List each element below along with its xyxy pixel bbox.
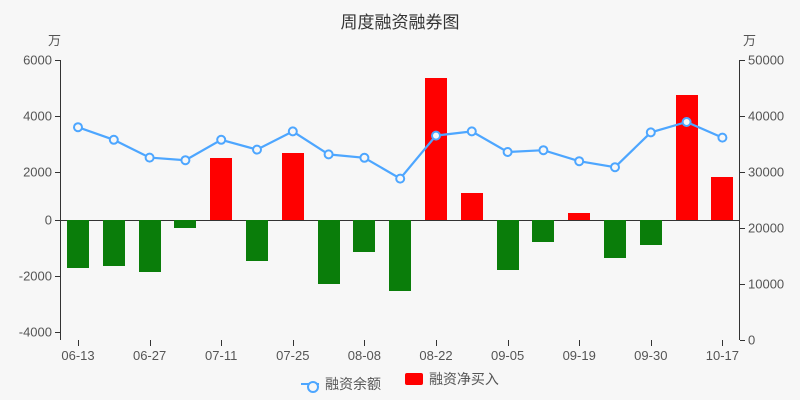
- left-y-tick: 4000: [2, 109, 52, 124]
- right-y-tick: 0: [748, 333, 800, 348]
- line-point-18[interactable]: [718, 134, 726, 142]
- left-axis-unit: 万: [48, 30, 61, 49]
- financing-balance-line[interactable]: [78, 122, 722, 179]
- line-point-12[interactable]: [504, 148, 512, 156]
- right-y-tick: 50000: [748, 53, 800, 68]
- line-point-9[interactable]: [396, 175, 404, 183]
- line-point-15[interactable]: [611, 163, 619, 171]
- line-point-10[interactable]: [432, 132, 440, 140]
- line-point-13[interactable]: [539, 146, 547, 154]
- line-point-7[interactable]: [325, 150, 333, 158]
- x-tick-label-6: 09-05: [491, 348, 524, 363]
- x-tick-label-5: 08-22: [419, 348, 452, 363]
- line-point-14[interactable]: [575, 157, 583, 165]
- right-y-tick: 20000: [748, 221, 800, 236]
- right-axis-unit: 万: [743, 30, 756, 49]
- legend-item-net-buy[interactable]: 融资净买入: [405, 369, 499, 389]
- right-y-tick: 30000: [748, 165, 800, 180]
- chart-container: 周度融资融券图 万 万 6000 4000 2000 0 -2000 -4000…: [0, 0, 800, 400]
- line-point-11[interactable]: [468, 127, 476, 135]
- x-tick-label-9: 10-17: [706, 348, 739, 363]
- x-tick-label-4: 08-08: [348, 348, 381, 363]
- x-tick-label-3: 07-25: [276, 348, 309, 363]
- x-tick-label-2: 07-11: [205, 348, 237, 363]
- legend-label-financing-balance: 融资余额: [325, 374, 381, 394]
- line-point-16[interactable]: [647, 128, 655, 136]
- right-y-tick: 10000: [748, 277, 800, 292]
- line-point-3[interactable]: [181, 156, 189, 164]
- line-point-17[interactable]: [683, 118, 691, 126]
- plot-area: 6000 4000 2000 0 -2000 -4000 50000 40000…: [60, 60, 740, 340]
- left-y-tick: 2000: [2, 165, 52, 180]
- legend-label-net-buy: 融资净买入: [429, 369, 499, 389]
- line-chart-svg: [60, 60, 740, 340]
- line-legend-swatch: [301, 383, 319, 385]
- line-point-1[interactable]: [110, 136, 118, 144]
- left-y-tick: 6000: [2, 53, 52, 68]
- line-point-2[interactable]: [146, 154, 154, 162]
- legend-item-financing-balance[interactable]: 融资余额: [301, 374, 381, 394]
- line-point-8[interactable]: [360, 154, 368, 162]
- left-y-tick: -2000: [2, 269, 52, 284]
- bar-legend-swatch: [405, 373, 423, 385]
- right-y-tick: 40000: [748, 109, 800, 124]
- chart-title: 周度融资融券图: [0, 8, 800, 33]
- line-point-5[interactable]: [253, 146, 261, 154]
- x-tick-label-0: 06-13: [61, 348, 94, 363]
- line-point-6[interactable]: [289, 127, 297, 135]
- left-y-tick: 0: [2, 213, 52, 228]
- x-tick-label-7: 09-19: [563, 348, 596, 363]
- chart-legend: 融资余额 融资净买入: [0, 369, 800, 394]
- x-tick-label-8: 09-30: [634, 348, 667, 363]
- x-tick-label-1: 06-27: [133, 348, 166, 363]
- line-point-4[interactable]: [217, 136, 225, 144]
- left-y-tick: -4000: [2, 325, 52, 340]
- line-point-0[interactable]: [74, 123, 82, 131]
